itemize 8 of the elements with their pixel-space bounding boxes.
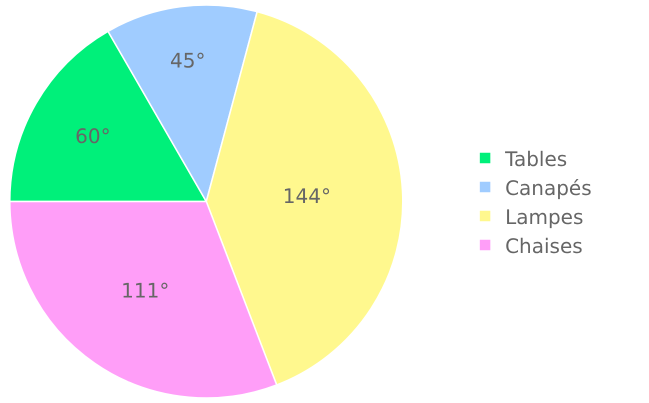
legend-label: Tables bbox=[504, 146, 568, 171]
data-label: 45° bbox=[170, 48, 206, 73]
legend-label: Canapés bbox=[505, 176, 592, 200]
data-label: 60° bbox=[75, 124, 111, 148]
legend-label: Lampes bbox=[505, 204, 584, 229]
legend-label: Chaises bbox=[505, 234, 583, 258]
data-label: 111° bbox=[121, 278, 170, 302]
data-label: 144° bbox=[282, 184, 331, 208]
